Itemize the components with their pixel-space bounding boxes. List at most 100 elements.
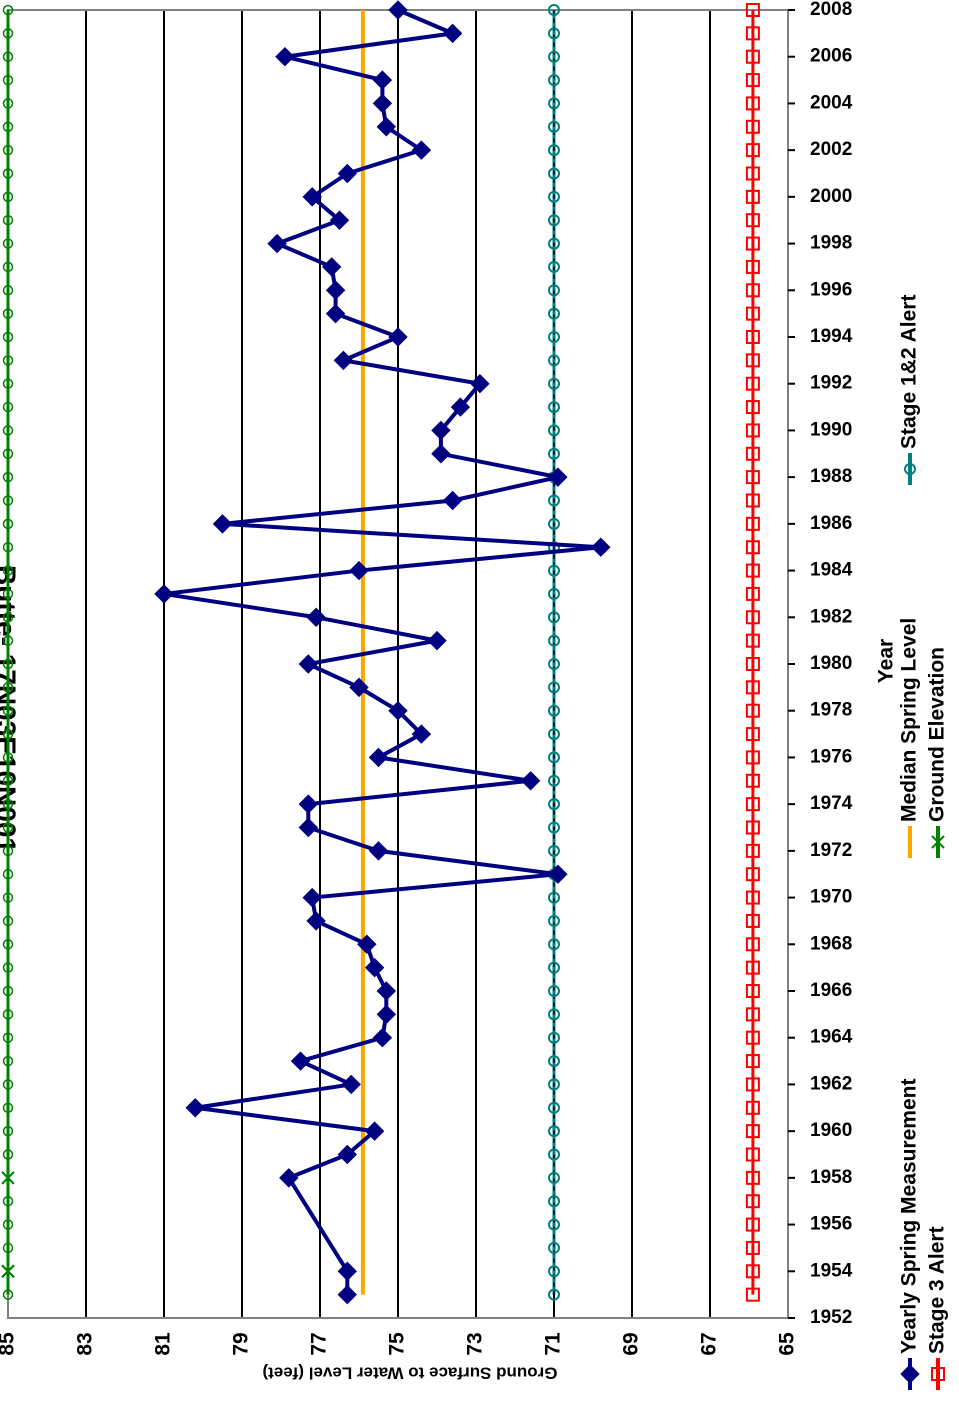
data-point	[325, 303, 346, 324]
data-point	[357, 934, 377, 954]
point-marker	[548, 1148, 560, 1161]
point-marker	[548, 494, 560, 507]
x-tick-label-1954: 1954	[810, 1260, 853, 1281]
data-point	[349, 560, 369, 581]
point-marker	[548, 774, 560, 787]
data-point	[470, 374, 490, 394]
point-marker	[548, 4, 560, 16]
point-marker	[2, 238, 14, 249]
point-marker	[745, 703, 760, 718]
point-marker	[548, 144, 560, 157]
point-marker	[548, 1078, 560, 1091]
series-stage-3-alert	[745, 3, 760, 1302]
point-marker	[548, 751, 560, 764]
point-marker	[745, 283, 760, 298]
point-marker	[745, 1030, 760, 1045]
data-point	[368, 747, 389, 768]
point-marker	[745, 73, 760, 88]
point-marker	[548, 681, 560, 694]
point-marker	[745, 1147, 760, 1162]
data-point	[279, 1168, 299, 1188]
data-point	[349, 677, 369, 698]
point-marker	[548, 214, 560, 227]
data-point	[372, 93, 393, 114]
x-axis-ticks: 1952 1954 1956 1958 1960 1962 1964 1966 1968 1970…	[788, 0, 853, 1328]
point-marker	[745, 960, 760, 975]
point-marker	[2, 1032, 14, 1043]
point-marker	[2, 798, 14, 810]
point-marker	[745, 213, 760, 228]
legend-marker	[931, 1367, 945, 1381]
point-marker	[2, 401, 14, 413]
point-marker	[2, 728, 14, 740]
point-marker	[2, 635, 14, 646]
point-marker	[2, 658, 14, 670]
point-marker	[2, 1125, 14, 1137]
point-marker	[548, 658, 560, 670]
point-marker	[745, 96, 760, 111]
x-tick-label-2002: 2002	[810, 139, 852, 160]
data-point	[431, 420, 451, 441]
x-tick-label-1992: 1992	[810, 373, 852, 394]
point-marker	[548, 260, 560, 273]
point-marker	[745, 1217, 760, 1232]
y-tick-label-77: 77	[308, 1332, 331, 1355]
data-point	[341, 1074, 361, 1095]
point-marker	[745, 1100, 760, 1115]
data-point	[329, 210, 350, 230]
point-marker	[2, 915, 14, 927]
data-point	[298, 794, 319, 814]
point-marker	[2, 1009, 14, 1020]
point-marker	[2, 51, 14, 62]
legend-label: Stage 3 Alert	[926, 1226, 949, 1354]
point-marker	[745, 610, 760, 625]
point-marker	[2, 74, 14, 86]
point-marker	[745, 727, 760, 742]
y-tick-label-65: 65	[776, 1332, 799, 1356]
data-point	[364, 957, 385, 978]
point-marker	[2, 4, 14, 16]
point-marker	[745, 353, 760, 368]
point-marker	[745, 797, 760, 812]
point-marker	[745, 166, 760, 181]
point-marker	[2, 845, 14, 857]
point-marker	[2, 868, 14, 880]
data-point	[306, 607, 326, 627]
point-marker	[745, 563, 760, 578]
point-marker	[548, 587, 560, 600]
point-marker	[548, 1218, 560, 1231]
point-marker	[548, 284, 560, 297]
x-tick-label-1982: 1982	[810, 606, 852, 627]
data-point	[372, 1028, 393, 1048]
data-point	[185, 1098, 205, 1118]
point-marker	[2, 168, 14, 179]
x-tick-label-2004: 2004	[810, 92, 853, 113]
x-axis-title: Year	[875, 639, 898, 683]
point-marker	[745, 890, 760, 905]
point-marker	[548, 307, 560, 320]
data-point	[325, 280, 346, 300]
point-marker	[745, 400, 760, 415]
point-marker	[2, 939, 14, 950]
data-point	[275, 47, 295, 67]
point-marker	[745, 657, 760, 671]
point-marker	[2, 144, 14, 156]
point-marker	[745, 750, 760, 765]
legend-marker	[904, 463, 916, 475]
point-marker	[548, 1195, 560, 1208]
x-tick-label-1972: 1972	[810, 840, 852, 861]
point-marker	[2, 612, 14, 623]
grid-lines	[7, 10, 789, 1318]
point-marker	[548, 1171, 560, 1184]
point-marker	[745, 913, 760, 928]
point-marker	[745, 3, 760, 17]
point-marker	[745, 446, 760, 461]
point-marker	[548, 985, 560, 997]
data-point	[337, 1284, 358, 1305]
legend-label: Yearly Spring Measurement	[898, 1079, 921, 1354]
point-marker	[548, 611, 560, 624]
point-marker	[745, 1240, 760, 1255]
y-tick-label-75: 75	[386, 1332, 409, 1356]
point-marker	[548, 914, 560, 927]
